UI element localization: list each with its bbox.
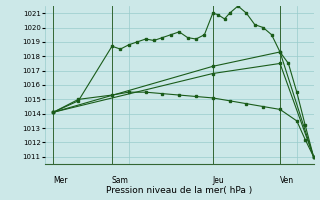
Text: Mer: Mer bbox=[53, 176, 68, 185]
Text: Sam: Sam bbox=[112, 176, 129, 185]
Text: Pression niveau de la mer( hPa ): Pression niveau de la mer( hPa ) bbox=[106, 186, 252, 195]
Text: Ven: Ven bbox=[280, 176, 294, 185]
Text: Jeu: Jeu bbox=[213, 176, 225, 185]
